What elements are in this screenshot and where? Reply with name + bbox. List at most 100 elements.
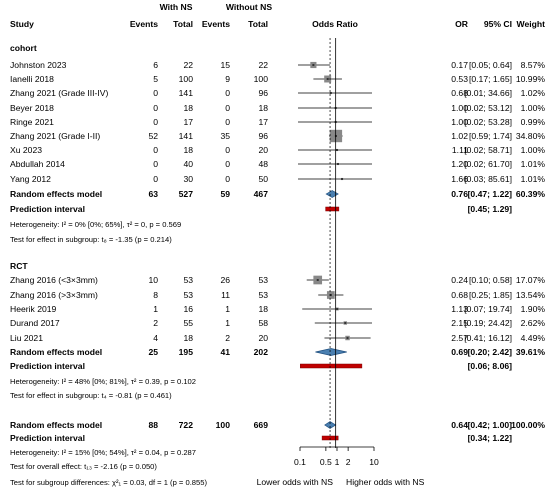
odds-ratio-value: 0.68 [451, 290, 468, 300]
total-with-ns: 17 [183, 117, 193, 127]
point-estimate [316, 279, 319, 281]
summary-diamond [315, 348, 347, 356]
total-without-ns: 48 [258, 159, 268, 169]
total-without-ns: 53 [258, 275, 268, 285]
point-estimate [312, 64, 315, 66]
heterogeneity-text: Heterogeneity: I² = 48% [0%; 81%], τ² = … [10, 377, 196, 386]
total-with-ns: 100 [179, 74, 194, 84]
odds-ratio-value: 0.53 [451, 74, 468, 84]
header-weight: Weight [517, 19, 546, 29]
overall-heterogeneity: Heterogeneity: I² = 15% [0%; 54%], τ² = … [10, 448, 196, 457]
ci-value: [0.59; 1.74] [469, 131, 512, 141]
study-name: Johnston 2023 [10, 60, 67, 70]
point-estimate [341, 178, 344, 180]
weight-value: 8.57% [521, 60, 546, 70]
header-events1: Events [130, 19, 158, 29]
odds-ratio-value: 1.00 [451, 103, 468, 113]
ci-value: [0.02; 61.70] [464, 159, 512, 169]
events-with-ns: 6 [153, 60, 158, 70]
re-weight: 100.00% [511, 420, 545, 430]
weight-value: 34.80% [516, 131, 546, 141]
header-group2: Without NS [226, 2, 272, 12]
re-events-without-ns: 100 [216, 420, 231, 430]
events-without-ns: 0 [225, 159, 230, 169]
direction-label-left: Lower odds with NS [257, 477, 334, 487]
weight-value: 1.90% [521, 304, 546, 314]
total-without-ns: 20 [258, 145, 268, 155]
header-total2: Total [248, 19, 268, 29]
summary-diamond [325, 190, 339, 198]
events-without-ns: 0 [225, 145, 230, 155]
random-effects-label: Random effects model [10, 347, 102, 357]
prediction-interval-ci: [0.34; 1.22] [468, 433, 513, 443]
point-estimate [335, 149, 338, 151]
total-with-ns: 141 [179, 88, 194, 98]
events-without-ns: 1 [225, 304, 230, 314]
odds-ratio-value: 0.68 [451, 88, 468, 98]
odds-ratio-value: 0.17 [451, 60, 468, 70]
point-estimate [329, 92, 332, 94]
events-without-ns: 15 [220, 60, 230, 70]
events-without-ns: 11 [221, 290, 230, 300]
weight-value: 1.02% [521, 88, 546, 98]
odds-ratio-value: 1.00 [451, 117, 468, 127]
total-without-ns: 20 [258, 333, 268, 343]
total-with-ns: 18 [183, 145, 193, 155]
x-tick-label: 10 [369, 457, 379, 467]
point-estimate [326, 78, 329, 80]
re-ci: [0.47; 1.22] [468, 189, 513, 199]
events-with-ns: 0 [153, 174, 158, 184]
odds-ratio-value: 1.13 [451, 304, 468, 314]
subgroup-differences-test: Test for subgroup differences: χ²₁ = 0.0… [10, 478, 207, 487]
header-group1: With NS [160, 2, 193, 12]
prediction-interval-bar [300, 363, 363, 369]
re-weight: 60.39% [516, 189, 546, 199]
weight-value: 0.99% [521, 117, 546, 127]
x-tick-label: 2 [346, 457, 351, 467]
point-estimate [329, 294, 332, 296]
weight-value: 1.00% [521, 103, 546, 113]
events-with-ns: 0 [153, 103, 158, 113]
header-events2: Events [202, 19, 230, 29]
re-events-without-ns: 59 [220, 189, 230, 199]
ci-value: [0.19; 24.42] [464, 318, 512, 328]
ci-value: [0.01; 34.66] [464, 88, 512, 98]
re-ci: [0.20; 2.42] [468, 347, 513, 357]
total-with-ns: 53 [183, 290, 193, 300]
study-name: Zhang 2021 (Grade I-II) [10, 131, 100, 141]
total-without-ns: 96 [258, 131, 268, 141]
x-tick-label: 0.1 [294, 457, 306, 467]
study-name: Ringe 2021 [10, 117, 54, 127]
events-without-ns: 0 [225, 117, 230, 127]
total-with-ns: 22 [183, 60, 193, 70]
heterogeneity-text: Heterogeneity: I² = 0% [0%; 65%], τ² = 0… [10, 220, 181, 229]
events-with-ns: 10 [148, 275, 158, 285]
ci-value: [0.17; 1.65] [469, 74, 512, 84]
total-with-ns: 18 [183, 103, 193, 113]
study-name: Liu 2021 [10, 333, 43, 343]
re-odds-ratio: 0.69 [451, 347, 468, 357]
events-with-ns: 0 [153, 145, 158, 155]
total-without-ns: 58 [258, 318, 268, 328]
study-name: Heerik 2019 [10, 304, 57, 314]
weight-value: 17.07% [516, 275, 546, 285]
odds-ratio-value: 2.15 [451, 318, 468, 328]
point-estimate [336, 308, 339, 310]
events-with-ns: 0 [153, 117, 158, 127]
point-estimate [336, 163, 339, 165]
odds-ratio-value: 1.11 [452, 145, 468, 155]
study-name: Beyer 2018 [10, 103, 54, 113]
ci-value: [0.03; 85.61] [464, 174, 512, 184]
header-odds-ratio: Odds Ratio [312, 19, 358, 29]
weight-value: 13.54% [516, 290, 546, 300]
weight-value: 1.00% [521, 145, 546, 155]
re-total-with-ns: 527 [179, 189, 194, 199]
study-name: Yang 2012 [10, 174, 51, 184]
point-estimate [346, 337, 349, 339]
re-events-with-ns: 88 [148, 420, 158, 430]
total-without-ns: 96 [258, 88, 268, 98]
events-with-ns: 1 [153, 304, 158, 314]
odds-ratio-value: 1.20 [451, 159, 468, 169]
total-without-ns: 100 [254, 74, 269, 84]
odds-ratio-value: 1.02 [451, 131, 468, 141]
